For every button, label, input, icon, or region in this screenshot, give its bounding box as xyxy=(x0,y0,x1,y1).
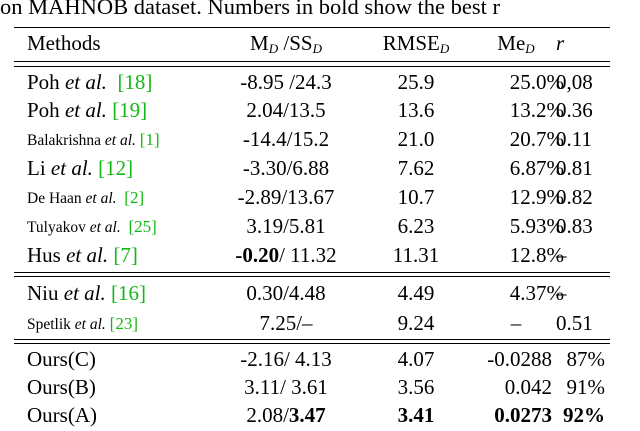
me-value: 0.0273 xyxy=(494,403,552,427)
r-value: 87% xyxy=(566,347,606,371)
rmse-value: 3.41 xyxy=(397,403,435,427)
r-value: 0.83 xyxy=(556,214,593,238)
method-name: De Haan et al. [2] xyxy=(27,188,145,207)
method-name: Ours(C) xyxy=(27,347,96,371)
table-row: Niu et al. [16] 0.30/4.48 4.49 4.37% – xyxy=(0,278,640,309)
m-sd-value: 2.08/3.47 xyxy=(246,403,326,427)
table-row: Ours(C) -2.16/ 4.13 4.07 -0.0288 87% xyxy=(0,344,640,375)
me-value: 13.2% xyxy=(509,98,564,122)
group-rule-5 xyxy=(14,343,610,344)
citation-link[interactable]: [25] xyxy=(128,217,157,236)
r-value: 91% xyxy=(566,375,606,399)
r-value: 0.51 xyxy=(556,311,593,335)
me-value: 12.9% xyxy=(509,185,564,209)
method-name: Li et al. [12] xyxy=(27,156,134,180)
method-name: Poh et al. [19] xyxy=(27,98,148,122)
rmse-value: 13.6 xyxy=(397,98,435,122)
table-row: Li et al. [12] -3.30/6.88 7.62 6.87% 0.8… xyxy=(0,153,640,184)
table-header: Methods MD /SSD RMSED MeD r xyxy=(0,28,640,59)
table-row: Balakrishna et al. [1] -14.4/15.2 21.0 2… xyxy=(0,124,640,155)
me-value: – xyxy=(510,311,522,335)
rmse-value: 25.9 xyxy=(397,70,435,94)
me-value: 6.87% xyxy=(509,156,564,180)
me-value: -0.0288 xyxy=(487,347,552,371)
me-value: 5.93% xyxy=(509,214,564,238)
m-sd-value: 7.25/– xyxy=(259,311,313,335)
r-value: 92% xyxy=(563,403,605,427)
m-sd-value: 0.30/4.48 xyxy=(246,281,326,305)
method-name: Tulyakov et al. [25] xyxy=(27,217,157,236)
citation-link[interactable]: [19] xyxy=(112,98,148,122)
m-sd-value: 3.19/5.81 xyxy=(246,214,326,238)
rmse-value: 4.07 xyxy=(397,347,435,371)
rmse-value: 7.62 xyxy=(397,156,435,180)
r-value: 0.36 xyxy=(556,98,593,122)
rmse-value: 10.7 xyxy=(397,185,435,209)
m-sd-value: -2.16/ 4.13 xyxy=(240,347,332,371)
method-name: Hus et al. [7] xyxy=(27,243,138,267)
table-row: Ours(A) 2.08/3.47 3.41 0.0273 92% xyxy=(0,400,640,431)
table-row: Ours(B) 3.11/ 3.61 3.56 0.042 91% xyxy=(0,372,640,403)
citation-link[interactable]: [2] xyxy=(124,188,145,207)
r-value: 0.81 xyxy=(556,156,593,180)
rmse-value: 3.56 xyxy=(397,375,435,399)
method-name: Ours(B) xyxy=(27,375,96,399)
rmse-value: 11.31 xyxy=(392,243,440,267)
group-rule-3 xyxy=(14,276,610,277)
header-rmse: RMSED xyxy=(382,31,450,56)
citation-link[interactable]: [12] xyxy=(98,156,134,180)
group-rule-1 xyxy=(14,66,610,67)
method-name: Poh et al. [18] xyxy=(27,70,153,94)
m-sd-value: -8.95 /24.3 xyxy=(240,70,332,94)
citation-link[interactable]: [7] xyxy=(113,243,138,267)
table-row: Spetlik et al. [23] 7.25/– 9.24 – 0.51 xyxy=(0,308,640,339)
me-value: 0.042 xyxy=(504,375,552,399)
r-value: 0.11 xyxy=(556,127,592,151)
rmse-value: 21.0 xyxy=(397,127,435,151)
r-value: 0,08 xyxy=(556,70,593,94)
table-row: Hus et al. [7] -0.20/ 11.32 11.31 12.8% … xyxy=(0,240,640,271)
m-sd-value: -2.89/13.67 xyxy=(237,185,335,209)
header-rule xyxy=(14,61,610,62)
me-value: 25.0% xyxy=(509,70,564,94)
table-row: De Haan et al. [2] -2.89/13.67 10.7 12.9… xyxy=(0,182,640,213)
table-row: Poh et al. [18] -8.95 /24.3 25.9 25.0% 0… xyxy=(0,67,640,98)
citation-link[interactable]: [1] xyxy=(139,130,160,149)
table-row: Poh et al. [19] 2.04/13.5 13.6 13.2% 0.3… xyxy=(0,95,640,126)
method-name: Spetlik et al. [23] xyxy=(27,314,138,333)
r-value: – xyxy=(556,281,567,305)
group-rule-2 xyxy=(14,272,610,273)
m-sd-value: 2.04/13.5 xyxy=(246,98,326,122)
top-rule xyxy=(14,27,610,28)
header-r: r xyxy=(556,31,565,55)
me-value: 12.8% xyxy=(509,243,564,267)
method-name: Ours(A) xyxy=(27,403,97,427)
header-methods: Methods xyxy=(27,31,101,55)
rmse-value: 4.49 xyxy=(397,281,435,305)
table-caption: on MAHNOB dataset. Numbers in bold show … xyxy=(0,0,500,19)
m-sd-value: -14.4/15.2 xyxy=(242,127,330,151)
header-me: MeD xyxy=(497,31,535,56)
m-sd-value: -3.30/6.88 xyxy=(242,156,330,180)
r-value: 0.82 xyxy=(556,185,593,209)
citation-link[interactable]: [23] xyxy=(109,314,138,333)
group-rule-4 xyxy=(14,339,610,340)
citation-link[interactable]: [16] xyxy=(111,281,146,305)
table-row: Tulyakov et al. [25] 3.19/5.81 6.23 5.93… xyxy=(0,211,640,242)
method-name: Balakrishna et al. [1] xyxy=(27,130,160,149)
method-name: Niu et al. [16] xyxy=(27,281,146,305)
header-m-sd: MD /SSD xyxy=(250,31,322,56)
m-sd-value: -0.20/ 11.32 xyxy=(235,243,337,267)
m-sd-value: 3.11/ 3.61 xyxy=(244,375,328,399)
citation-link[interactable]: [18] xyxy=(117,70,153,94)
rmse-value: 6.23 xyxy=(397,214,435,238)
me-value: 4.37% xyxy=(509,281,564,305)
rmse-value: 9.24 xyxy=(397,311,435,335)
r-value: – xyxy=(556,243,567,267)
me-value: 20.7% xyxy=(509,127,564,151)
